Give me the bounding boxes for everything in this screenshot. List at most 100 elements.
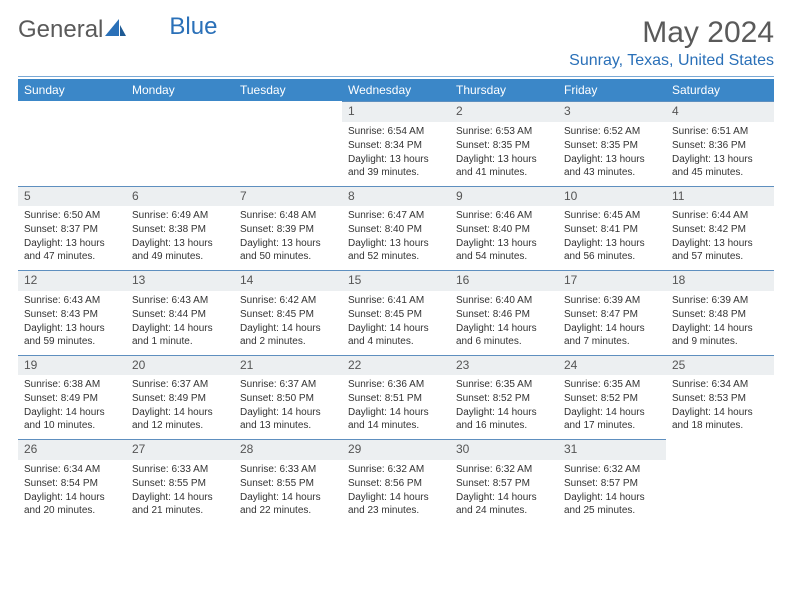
day-number: 1: [342, 101, 450, 122]
daylight-line: Daylight: 14 hours and 14 minutes.: [348, 406, 444, 432]
daylight-line: Daylight: 14 hours and 16 minutes.: [456, 406, 552, 432]
day-body: Sunrise: 6:44 AMSunset: 8:42 PMDaylight:…: [666, 206, 774, 270]
sunset-line: Sunset: 8:43 PM: [24, 308, 120, 321]
daylight-line: Daylight: 14 hours and 21 minutes.: [132, 491, 228, 517]
day-number: 8: [342, 186, 450, 207]
day-body: Sunrise: 6:48 AMSunset: 8:39 PMDaylight:…: [234, 206, 342, 270]
sunrise-line: Sunrise: 6:35 AM: [456, 378, 552, 391]
sunrise-line: Sunrise: 6:46 AM: [456, 209, 552, 222]
sunset-line: Sunset: 8:41 PM: [564, 223, 660, 236]
daylight-line: Daylight: 14 hours and 23 minutes.: [348, 491, 444, 517]
day-number: 17: [558, 270, 666, 291]
sunrise-line: Sunrise: 6:38 AM: [24, 378, 120, 391]
day-cell: 10Sunrise: 6:45 AMSunset: 8:41 PMDayligh…: [558, 186, 666, 271]
header: General Blue May 2024 Sunray, Texas, Uni…: [18, 16, 774, 70]
day-number: 26: [18, 439, 126, 460]
day-header: Friday: [558, 79, 666, 101]
day-header: Wednesday: [342, 79, 450, 101]
day-cell: 5Sunrise: 6:50 AMSunset: 8:37 PMDaylight…: [18, 186, 126, 271]
day-body: Sunrise: 6:39 AMSunset: 8:48 PMDaylight:…: [666, 291, 774, 355]
sunrise-line: Sunrise: 6:36 AM: [348, 378, 444, 391]
day-body: Sunrise: 6:32 AMSunset: 8:57 PMDaylight:…: [450, 460, 558, 524]
daylight-line: Daylight: 14 hours and 6 minutes.: [456, 322, 552, 348]
sunset-line: Sunset: 8:44 PM: [132, 308, 228, 321]
day-cell: 25Sunrise: 6:34 AMSunset: 8:53 PMDayligh…: [666, 355, 774, 440]
day-cell: 9Sunrise: 6:46 AMSunset: 8:40 PMDaylight…: [450, 186, 558, 271]
sunrise-line: Sunrise: 6:51 AM: [672, 125, 768, 138]
sunset-line: Sunset: 8:47 PM: [564, 308, 660, 321]
day-body: Sunrise: 6:52 AMSunset: 8:35 PMDaylight:…: [558, 122, 666, 186]
empty-cell: [18, 101, 126, 186]
day-body: Sunrise: 6:50 AMSunset: 8:37 PMDaylight:…: [18, 206, 126, 270]
sunset-line: Sunset: 8:45 PM: [240, 308, 336, 321]
daylight-line: Daylight: 13 hours and 52 minutes.: [348, 237, 444, 263]
sunset-line: Sunset: 8:50 PM: [240, 392, 336, 405]
day-number: 16: [450, 270, 558, 291]
title-block: May 2024 Sunray, Texas, United States: [569, 16, 774, 70]
sunrise-line: Sunrise: 6:34 AM: [24, 463, 120, 476]
day-cell: 24Sunrise: 6:35 AMSunset: 8:52 PMDayligh…: [558, 355, 666, 440]
daylight-line: Daylight: 14 hours and 22 minutes.: [240, 491, 336, 517]
day-number: 21: [234, 355, 342, 376]
sunset-line: Sunset: 8:37 PM: [24, 223, 120, 236]
daylight-line: Daylight: 13 hours and 56 minutes.: [564, 237, 660, 263]
empty-cell: [126, 101, 234, 186]
day-cell: 11Sunrise: 6:44 AMSunset: 8:42 PMDayligh…: [666, 186, 774, 271]
daylight-line: Daylight: 14 hours and 25 minutes.: [564, 491, 660, 517]
day-cell: 8Sunrise: 6:47 AMSunset: 8:40 PMDaylight…: [342, 186, 450, 271]
day-cell: 20Sunrise: 6:37 AMSunset: 8:49 PMDayligh…: [126, 355, 234, 440]
day-header: Thursday: [450, 79, 558, 101]
day-cell: 22Sunrise: 6:36 AMSunset: 8:51 PMDayligh…: [342, 355, 450, 440]
sunrise-line: Sunrise: 6:52 AM: [564, 125, 660, 138]
day-number: 31: [558, 439, 666, 460]
logo-text-2: Blue: [169, 13, 217, 41]
day-body: Sunrise: 6:36 AMSunset: 8:51 PMDaylight:…: [342, 375, 450, 439]
sunset-line: Sunset: 8:51 PM: [348, 392, 444, 405]
sunrise-line: Sunrise: 6:33 AM: [240, 463, 336, 476]
sunrise-line: Sunrise: 6:39 AM: [564, 294, 660, 307]
divider: [18, 76, 774, 77]
sunrise-line: Sunrise: 6:47 AM: [348, 209, 444, 222]
day-number: 7: [234, 186, 342, 207]
daylight-line: Daylight: 14 hours and 20 minutes.: [24, 491, 120, 517]
sunrise-line: Sunrise: 6:44 AM: [672, 209, 768, 222]
sunset-line: Sunset: 8:38 PM: [132, 223, 228, 236]
sunrise-line: Sunrise: 6:41 AM: [348, 294, 444, 307]
sunset-line: Sunset: 8:46 PM: [456, 308, 552, 321]
sunset-line: Sunset: 8:52 PM: [564, 392, 660, 405]
sunrise-line: Sunrise: 6:39 AM: [672, 294, 768, 307]
daylight-line: Daylight: 14 hours and 18 minutes.: [672, 406, 768, 432]
day-body: Sunrise: 6:37 AMSunset: 8:49 PMDaylight:…: [126, 375, 234, 439]
daylight-line: Daylight: 13 hours and 54 minutes.: [456, 237, 552, 263]
day-number: 10: [558, 186, 666, 207]
sunset-line: Sunset: 8:53 PM: [672, 392, 768, 405]
daylight-line: Daylight: 13 hours and 45 minutes.: [672, 153, 768, 179]
sunset-line: Sunset: 8:39 PM: [240, 223, 336, 236]
day-body: Sunrise: 6:45 AMSunset: 8:41 PMDaylight:…: [558, 206, 666, 270]
day-number: 2: [450, 101, 558, 122]
day-cell: 14Sunrise: 6:42 AMSunset: 8:45 PMDayligh…: [234, 270, 342, 355]
day-number: 14: [234, 270, 342, 291]
day-body: Sunrise: 6:33 AMSunset: 8:55 PMDaylight:…: [126, 460, 234, 524]
day-number: 20: [126, 355, 234, 376]
day-cell: 27Sunrise: 6:33 AMSunset: 8:55 PMDayligh…: [126, 439, 234, 524]
day-body: Sunrise: 6:32 AMSunset: 8:56 PMDaylight:…: [342, 460, 450, 524]
day-number: 27: [126, 439, 234, 460]
sunrise-line: Sunrise: 6:33 AM: [132, 463, 228, 476]
day-cell: 13Sunrise: 6:43 AMSunset: 8:44 PMDayligh…: [126, 270, 234, 355]
daylight-line: Daylight: 13 hours and 50 minutes.: [240, 237, 336, 263]
sunrise-line: Sunrise: 6:34 AM: [672, 378, 768, 391]
day-number: 25: [666, 355, 774, 376]
day-number: 29: [342, 439, 450, 460]
day-number: 23: [450, 355, 558, 376]
daylight-line: Daylight: 13 hours and 57 minutes.: [672, 237, 768, 263]
day-body: Sunrise: 6:32 AMSunset: 8:57 PMDaylight:…: [558, 460, 666, 524]
day-body: Sunrise: 6:34 AMSunset: 8:54 PMDaylight:…: [18, 460, 126, 524]
day-number: 18: [666, 270, 774, 291]
sunrise-line: Sunrise: 6:32 AM: [564, 463, 660, 476]
day-body: Sunrise: 6:34 AMSunset: 8:53 PMDaylight:…: [666, 375, 774, 439]
day-body: Sunrise: 6:41 AMSunset: 8:45 PMDaylight:…: [342, 291, 450, 355]
day-cell: 21Sunrise: 6:37 AMSunset: 8:50 PMDayligh…: [234, 355, 342, 440]
day-cell: 1Sunrise: 6:54 AMSunset: 8:34 PMDaylight…: [342, 101, 450, 186]
day-number: 3: [558, 101, 666, 122]
